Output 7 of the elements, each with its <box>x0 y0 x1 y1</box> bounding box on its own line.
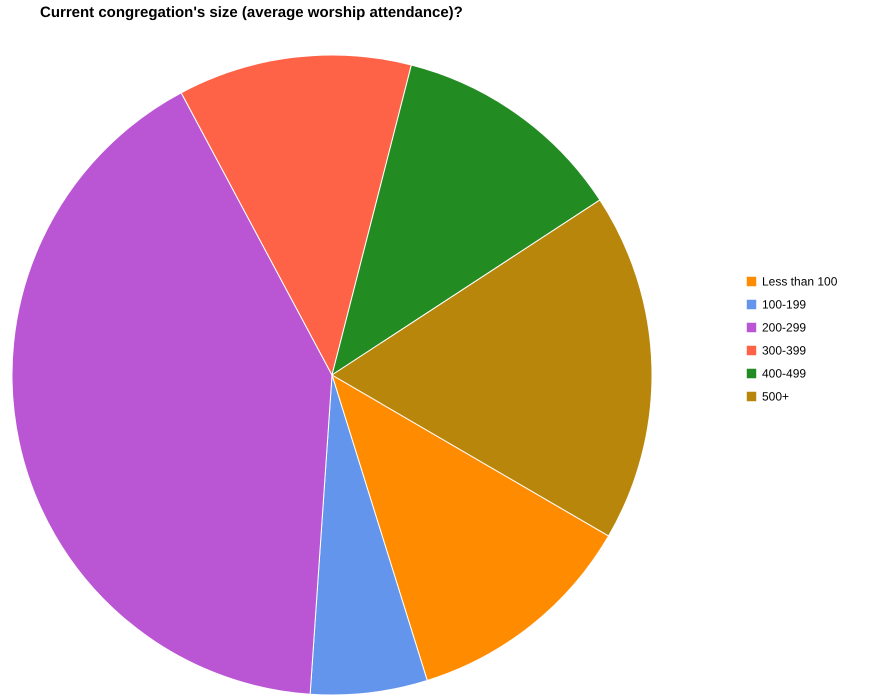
legend-label: Less than 100 <box>762 274 838 288</box>
legend-label: 100-199 <box>762 298 806 312</box>
chart-title: Current congregation's size (average worship attendance)? <box>40 4 463 21</box>
legend-label: 500+ <box>762 390 790 404</box>
legend-label: 300-399 <box>762 344 806 358</box>
legend-label: 400-499 <box>762 366 806 380</box>
legend-label: 200-299 <box>762 320 806 334</box>
